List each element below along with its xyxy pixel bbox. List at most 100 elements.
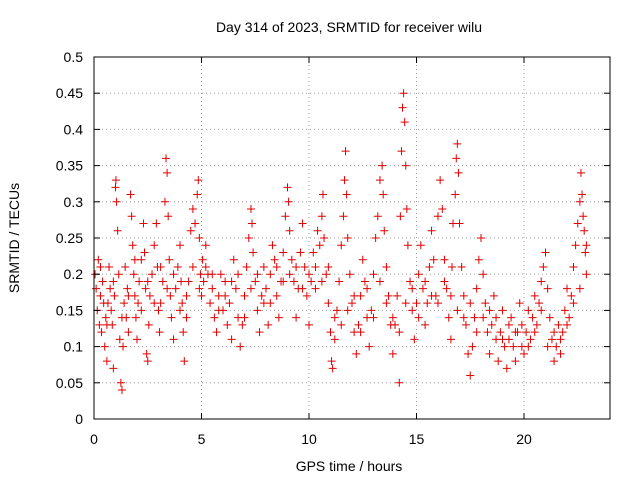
data-point [395, 378, 404, 387]
data-point [414, 313, 423, 322]
data-point [421, 320, 430, 329]
data-point [102, 320, 111, 329]
data-point [141, 284, 150, 293]
data-point [298, 219, 307, 228]
data-point [391, 320, 399, 329]
data-point [466, 299, 475, 308]
data-point [195, 284, 204, 293]
data-point [457, 262, 466, 271]
data-point [285, 270, 294, 279]
data-point [212, 328, 221, 337]
data-point [399, 89, 408, 98]
data-point [223, 320, 232, 329]
data-point [472, 328, 481, 337]
data-point [343, 234, 352, 242]
data-point [131, 313, 140, 322]
data-point [414, 270, 423, 279]
data-point [332, 306, 341, 315]
data-point [498, 335, 507, 344]
data-point [358, 255, 367, 264]
data-point [210, 313, 219, 322]
y-tick-label: 0.35 [56, 158, 83, 174]
y-tick-label: 0.1 [64, 339, 84, 355]
data-point [550, 357, 559, 366]
data-point [238, 320, 247, 329]
data-point [94, 255, 103, 264]
data-point [455, 219, 464, 228]
data-point [163, 284, 172, 293]
data-point [410, 335, 419, 344]
data-point [522, 328, 531, 337]
data-point [298, 284, 307, 293]
data-point [307, 277, 316, 286]
data-point [194, 176, 203, 185]
data-point [197, 291, 206, 300]
data-point [96, 291, 105, 300]
data-point [489, 291, 498, 300]
data-point [543, 284, 552, 293]
data-point [255, 328, 264, 337]
data-point [182, 313, 191, 322]
data-point [423, 299, 432, 308]
chart-title: Day 314 of 2023, SRMTID for receiver wil… [216, 19, 482, 35]
y-tick-label: 0.05 [56, 375, 83, 391]
data-point [284, 197, 293, 206]
data-point [199, 277, 208, 286]
data-point [354, 320, 363, 329]
data-point [251, 277, 260, 286]
data-point [580, 226, 589, 235]
data-point [369, 313, 378, 322]
data-point [324, 262, 333, 271]
data-point [352, 349, 361, 358]
data-point [575, 197, 584, 206]
data-point [100, 342, 109, 351]
data-point [102, 357, 111, 366]
data-point [246, 284, 255, 293]
data-point [526, 335, 535, 344]
data-point [231, 284, 240, 293]
y-tick-label: 0.25 [56, 230, 83, 246]
data-point [341, 147, 350, 156]
data-point [193, 190, 202, 199]
data-point [396, 212, 405, 221]
data-point [180, 357, 189, 366]
data-point [379, 190, 388, 199]
data-point [163, 168, 172, 177]
data-point [412, 299, 421, 308]
data-point [453, 306, 462, 315]
data-point [107, 306, 116, 315]
data-point [137, 306, 146, 315]
data-point [528, 313, 537, 322]
data-point [216, 270, 225, 279]
data-point [446, 335, 455, 344]
data-point [150, 299, 159, 308]
data-point [167, 313, 176, 322]
data-point [114, 270, 123, 279]
data-point [311, 262, 320, 271]
data-point [474, 255, 483, 264]
data-point [330, 335, 339, 344]
data-point [177, 277, 186, 286]
y-tick-label: 0.5 [64, 49, 84, 65]
data-point [382, 299, 391, 308]
data-point [402, 205, 411, 214]
data-point [479, 313, 488, 322]
data-point [554, 320, 563, 329]
data-point [427, 291, 436, 300]
data-point [511, 328, 520, 337]
data-point [128, 241, 137, 250]
data-point [563, 284, 571, 293]
data-point [425, 262, 434, 271]
data-point [148, 270, 157, 279]
data-point [384, 291, 393, 300]
data-point [530, 291, 539, 300]
data-point [198, 255, 207, 264]
data-point [348, 299, 356, 308]
data-point [569, 299, 578, 308]
data-point [375, 176, 384, 185]
data-point [253, 306, 262, 315]
data-point [477, 234, 485, 242]
data-point [504, 320, 513, 329]
data-point [496, 328, 505, 337]
